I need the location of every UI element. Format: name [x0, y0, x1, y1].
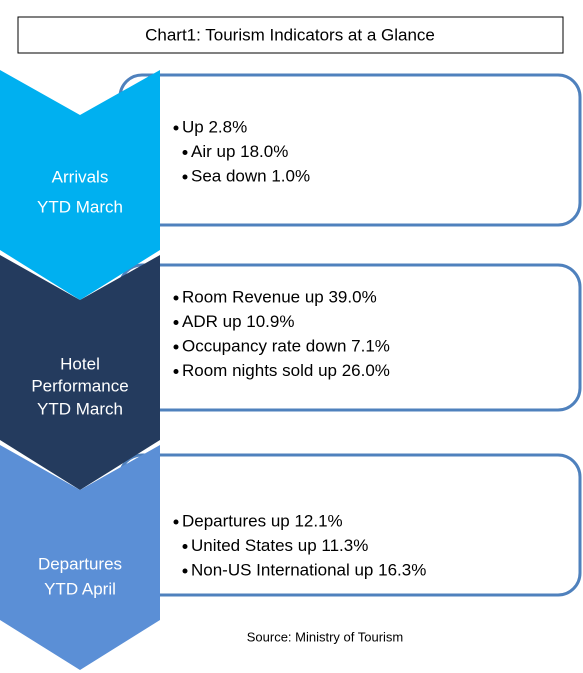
bullet — [173, 125, 179, 131]
content-box — [118, 73, 582, 227]
bullet-text: Non-US International up 16.3% — [191, 560, 426, 579]
bullet — [182, 174, 188, 180]
title-box — [17, 16, 564, 54]
bullet-text: Sea down 1.0% — [191, 166, 310, 185]
section-label: YTD March — [37, 197, 123, 216]
section-label: Arrivals — [52, 167, 109, 186]
bullet — [173, 344, 179, 350]
section-label: Hotel — [60, 354, 100, 373]
title: Chart1: Tourism Indicators at a Glance — [145, 25, 435, 44]
bullet-text: Air up 18.0% — [191, 142, 288, 161]
bullet — [182, 150, 188, 155]
bullet-text: ADR up 10.9% — [182, 312, 294, 331]
bullet-text: Room nights sold up 26.0% — [182, 361, 390, 380]
section-label: Departures — [38, 554, 122, 573]
chevron — [0, 70, 160, 300]
bullet-text: Departures up 12.1% — [182, 511, 343, 530]
section-label: YTD March — [37, 399, 123, 418]
bullet — [182, 568, 188, 574]
bullet-text: Room Revenue up 39.0% — [182, 287, 377, 306]
section-label: YTD April — [44, 579, 116, 598]
source: Source: Ministry of Tourism — [247, 629, 404, 644]
bullet — [173, 320, 179, 325]
chevron — [0, 255, 160, 490]
bullet — [173, 295, 179, 301]
bullet — [173, 369, 179, 374]
bullet-text: Occupancy rate down 7.1% — [182, 336, 390, 355]
section-label: Performance — [31, 376, 128, 395]
bullet — [182, 544, 188, 549]
chevron — [0, 445, 160, 670]
bullet-text: Up 2.8% — [182, 117, 247, 136]
bullet-text: United States up 11.3% — [191, 536, 368, 555]
bullet — [173, 519, 179, 525]
